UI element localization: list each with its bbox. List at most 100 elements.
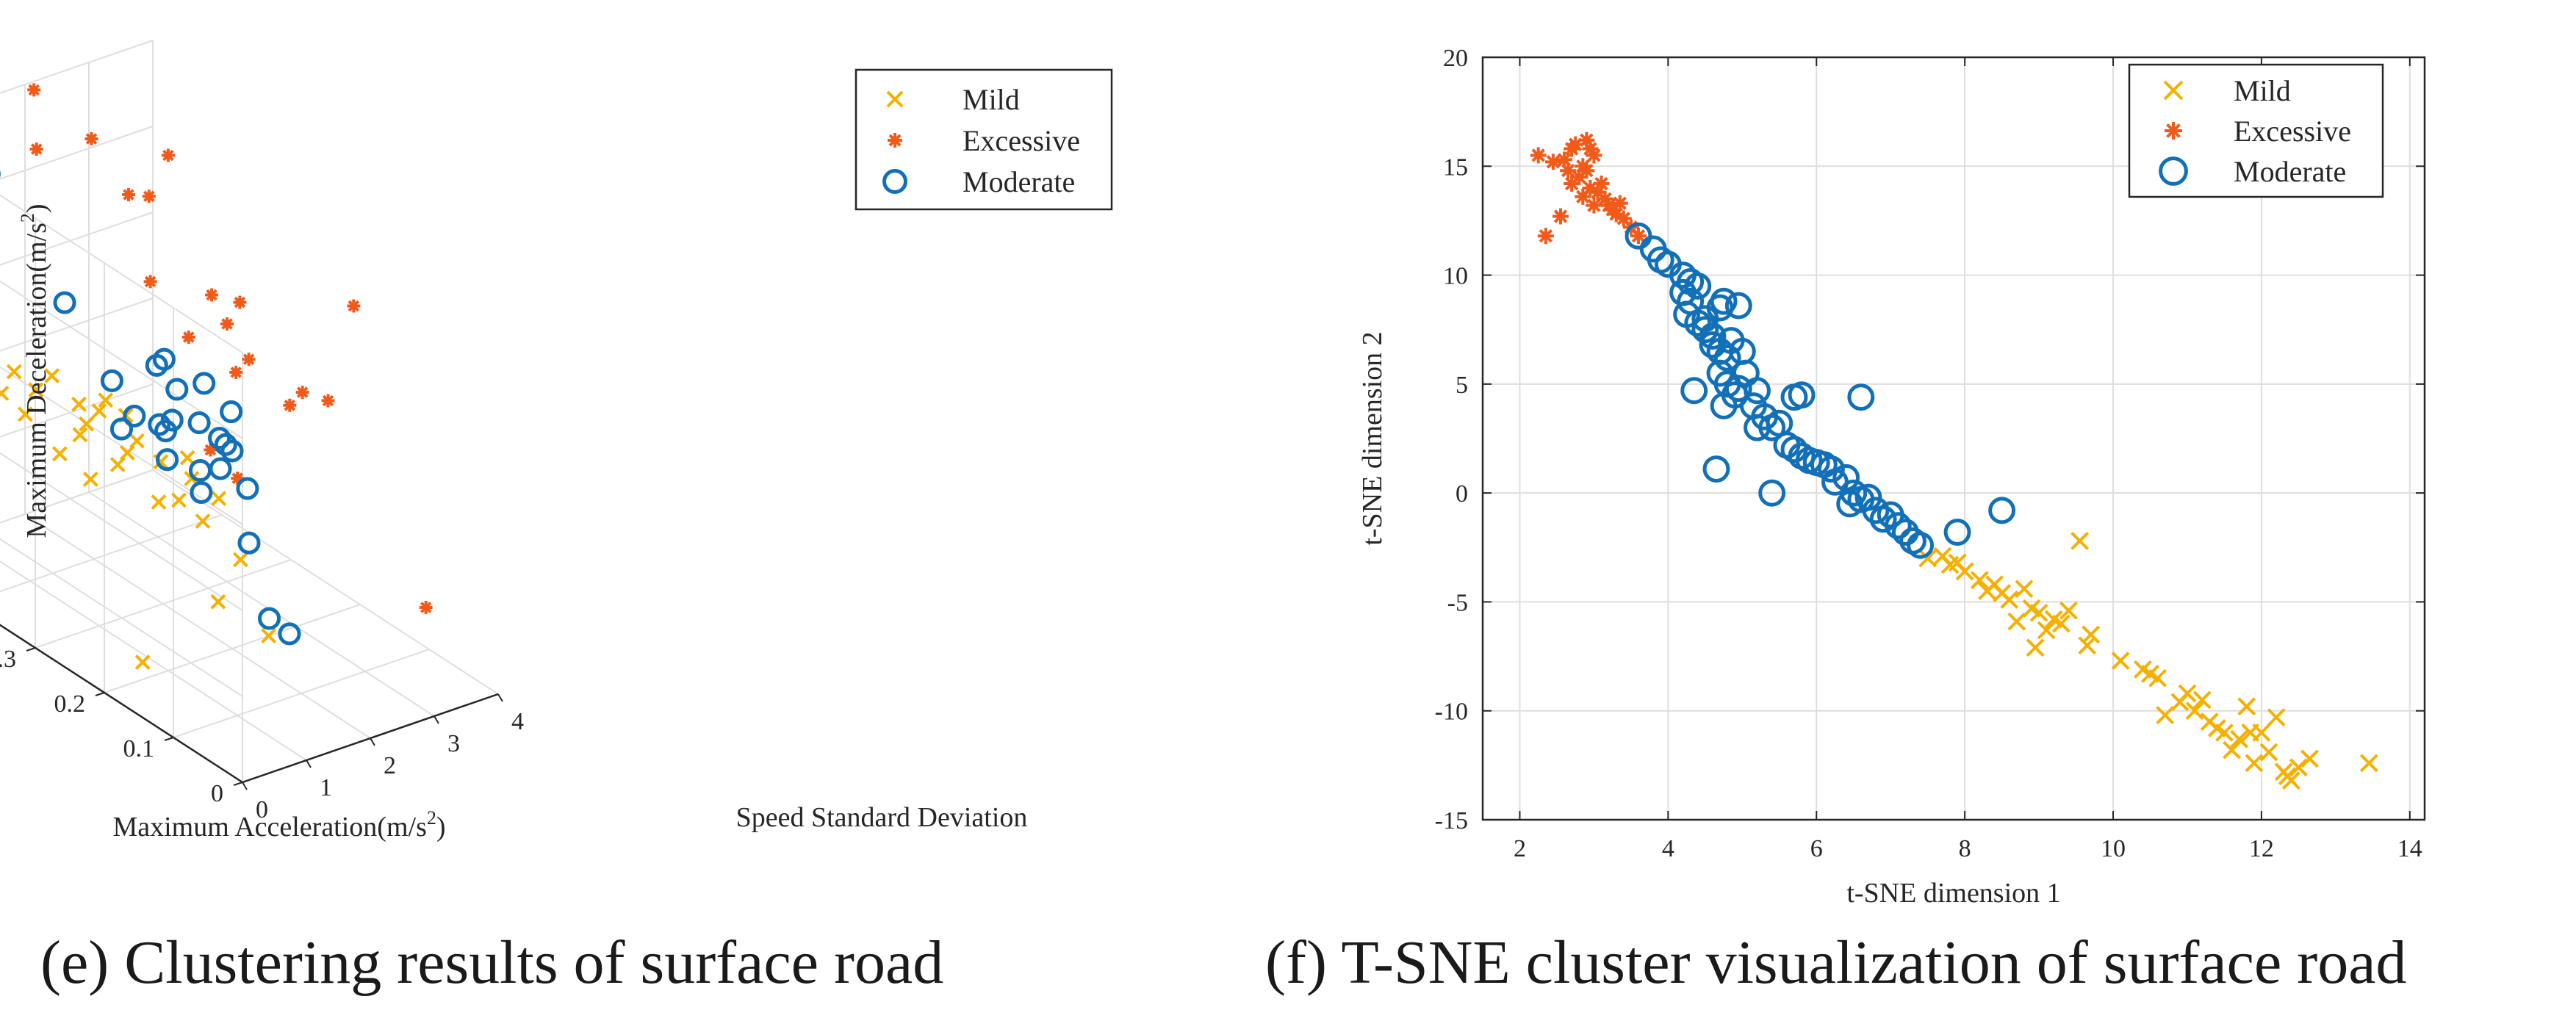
point-mild [1948,553,1967,572]
point-excessive [1544,154,1561,170]
point-mild [2170,693,2190,712]
point-moderate [1710,287,1738,315]
chart-tsne-xlabel: t-SNE dimension 1 [1846,878,2060,909]
point-mild [44,368,60,384]
caption-left: (e) Clustering results of surface road [40,928,944,997]
point-moderate [1766,409,1794,437]
point-mild [2078,636,2097,655]
point-mild [6,364,22,380]
chart-tsne-frame [1481,56,2426,821]
y-tick-label: 0.1 [123,735,155,762]
point-mild [2267,708,2286,727]
point-moderate [165,378,189,401]
point-moderate [1684,272,1712,300]
point-excessive [204,443,217,457]
point-moderate [1817,455,1845,483]
point-mild [2237,697,2256,716]
chart-3d-points [0,83,433,671]
point-mild [2359,754,2378,773]
point-excessive [142,190,156,203]
point-moderate [156,448,179,472]
chart-tsne-points [1530,131,2378,790]
legend-label-excessive: Excessive [2234,115,2351,148]
point-mild [72,427,88,443]
point-excessive [347,299,361,313]
chart-3d-zlabel: Maximum Deceleration(m/s2) [17,203,52,538]
x-tick-label: 10 [2101,835,2126,862]
x-tick-label: 2 [1514,835,1526,862]
x-tick-label: 2 [384,752,396,779]
point-mild [17,406,33,422]
point-excessive [122,188,135,201]
point-moderate [1847,383,1875,411]
point-mild [2300,749,2319,768]
point-excessive [1630,228,1647,245]
x-tick-label: 14 [2397,835,2422,862]
point-moderate [109,417,133,441]
point-moderate [257,607,281,630]
point-excessive [220,317,234,331]
point-excessive [205,288,219,302]
point-mild [211,491,227,507]
chart-3d-ylabel: Maximum Acceleration(m/s2) [112,807,445,843]
point-excessive [161,148,175,162]
point-mild [1970,571,1989,590]
point-moderate [1832,463,1860,491]
point-mild [71,396,87,412]
point-moderate [187,411,211,435]
point-excessive [295,386,309,400]
point-moderate [1680,377,1708,405]
point-mild [98,392,114,408]
legend-marker-excessive [2165,122,2182,140]
point-moderate [1862,497,1890,524]
point-mild [2007,612,2026,631]
point-moderate [236,477,259,500]
x-tick-label: 12 [2249,835,2274,862]
point-mild [28,382,44,398]
point-mild [171,492,187,508]
point-moderate [1699,322,1727,350]
point-mild [2082,625,2101,644]
point-excessive [1575,188,1591,205]
point-mild [151,494,167,510]
point-moderate [100,369,123,392]
chart-3d-tick-labels: 0123400.10.20.30.40.5-0.5-0.4-0.3-0.2-0.… [0,646,524,823]
point-mild [2148,668,2167,688]
point-mild [134,654,151,671]
point-moderate [145,353,168,377]
point-mild [2059,601,2078,620]
point-moderate [160,408,184,432]
point-excessive [231,472,245,486]
point-mild [91,403,107,419]
point-excessive [1564,176,1580,192]
point-mild [2241,723,2260,742]
point-mild [51,446,68,462]
point-moderate [188,459,212,483]
legend-label-excessive: Excessive [963,124,1080,157]
point-mild [1918,549,1938,568]
point-mild [2289,758,2308,777]
x-tick-label: 1 [320,774,332,801]
point-excessive [1552,208,1569,225]
chart-tsne-tick-labels: 2 4 6 8 10 12 14 20 15 10 5 0 -5 -10 -15 [1435,45,2422,862]
point-mild [261,628,277,644]
point-moderate [237,531,261,555]
chart-3d-legend: Mild Excessive Moderate [855,68,1113,211]
y-tick-label: 15 [1443,154,1468,181]
point-excessive [321,394,335,408]
legend-marker-moderate [882,169,907,194]
y-tick-label: 0 [1456,480,1468,508]
x-tick-label: 0 [256,796,268,823]
legend-label-mild: Mild [2234,74,2291,107]
point-mild [2223,740,2241,760]
point-moderate [220,439,244,463]
point-mild [2215,723,2234,742]
point-mild [2156,706,2175,725]
point-mild [2245,754,2264,773]
point-moderate [1884,512,1912,540]
y-tick-label: -10 [1435,699,1468,726]
y-tick-label: 0.2 [54,690,86,718]
point-mild [2026,638,2045,657]
legend-label-mild: Mild [963,83,1020,116]
